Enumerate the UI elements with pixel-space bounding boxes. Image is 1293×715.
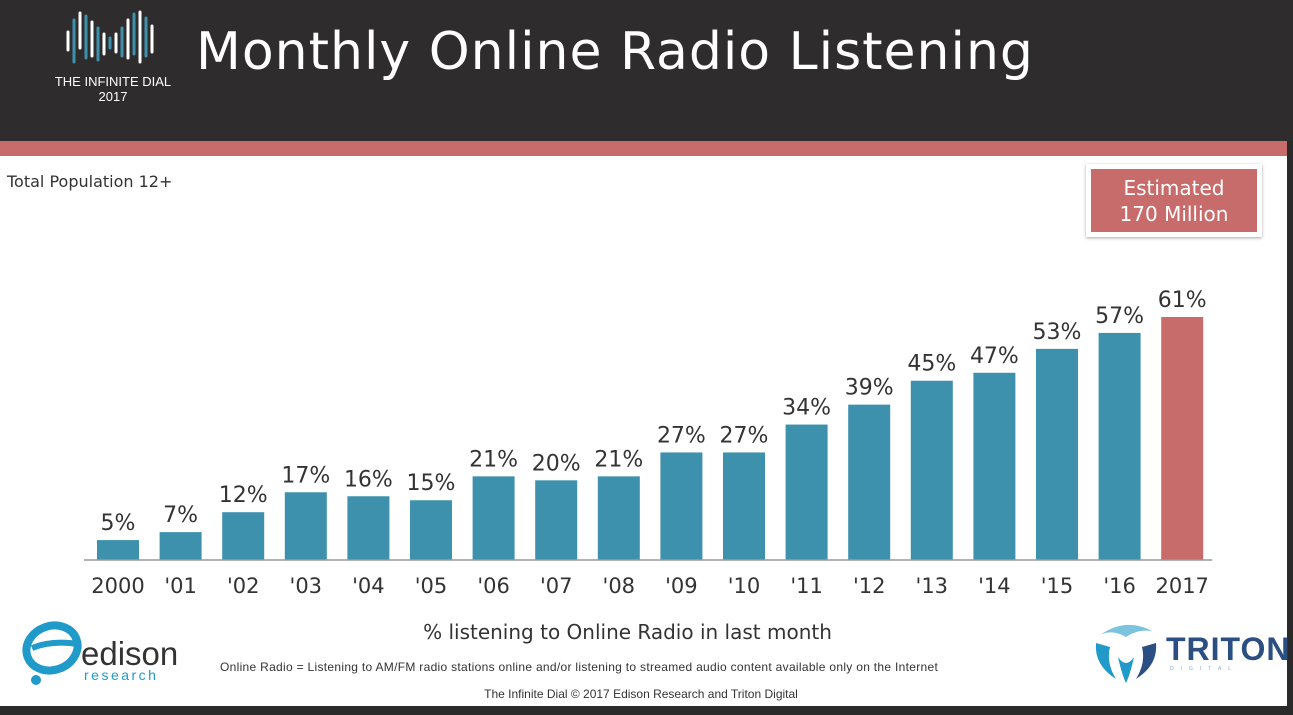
x-tick-label: '03	[290, 574, 323, 598]
logo-line2: 2017	[98, 89, 128, 104]
x-tick-label: 2017	[1155, 574, 1208, 598]
x-tick-label: '09	[665, 574, 698, 598]
bar	[785, 424, 828, 560]
triton-subword: DIGITAL	[1170, 666, 1239, 672]
population-subtitle: Total Population 12+	[7, 172, 173, 191]
bar	[1098, 332, 1141, 560]
bar	[973, 372, 1016, 560]
data-label: 61%	[1158, 288, 1207, 313]
x-tick-label: '02	[227, 574, 260, 598]
header-bar: THE INFINITE DIAL 2017 Monthly Online Ra…	[0, 0, 1293, 141]
data-label: 15%	[407, 471, 456, 496]
data-label: 17%	[281, 463, 330, 488]
x-tick-label: '05	[415, 574, 448, 598]
x-tick-label: '16	[1103, 574, 1136, 598]
estimate-callout: Estimated 170 Million	[1086, 164, 1262, 237]
data-label: 53%	[1033, 320, 1082, 345]
data-label: 16%	[344, 467, 393, 492]
bar	[1161, 317, 1204, 560]
infinity-logo-icon	[66, 10, 154, 64]
copyright-line: The Infinite Dial © 2017 Edison Research…	[484, 687, 798, 701]
estimate-line1: Estimated	[1123, 175, 1225, 200]
x-tick-label: '12	[853, 574, 886, 598]
bar	[535, 480, 578, 560]
x-tick-label: '11	[790, 574, 823, 598]
bar	[159, 532, 202, 560]
accent-band	[0, 141, 1287, 156]
x-tick-label: 2000	[91, 574, 144, 598]
data-label: 39%	[845, 376, 894, 401]
edison-swoosh-icon	[22, 621, 82, 685]
x-tick-label: '01	[164, 574, 197, 598]
x-tick-label: '13	[916, 574, 949, 598]
data-label: 27%	[720, 423, 769, 448]
bar	[347, 496, 390, 560]
x-tick-label: '10	[728, 574, 761, 598]
logo-line1: THE INFINITE DIAL	[54, 74, 172, 89]
bar	[222, 512, 265, 560]
data-label: 27%	[657, 423, 706, 448]
data-label: 45%	[907, 352, 956, 377]
data-label: 21%	[469, 447, 518, 472]
edison-wordmark: edison	[81, 635, 179, 672]
x-tick-label: '06	[477, 574, 510, 598]
edison-research-logo: edison research	[18, 614, 188, 690]
data-label: 34%	[782, 396, 831, 421]
data-label: 5%	[101, 511, 136, 536]
data-label: 7%	[163, 503, 198, 528]
chart-title: % listening to Online Radio in last mont…	[423, 620, 832, 644]
edison-subword: research	[84, 667, 159, 683]
bar	[284, 492, 327, 560]
bar	[660, 452, 703, 560]
x-tick-label: '04	[352, 574, 385, 598]
definition-footnote: Online Radio = Listening to AM/FM radio …	[220, 660, 939, 674]
bar	[848, 404, 891, 560]
x-tick-label: '07	[540, 574, 573, 598]
page-title: Monthly Online Radio Listening	[196, 22, 1034, 82]
triton-swirl-icon	[1095, 624, 1157, 683]
data-label: 47%	[970, 344, 1019, 369]
triton-digital-logo: TRITON DIGITAL	[1090, 617, 1290, 687]
bar	[723, 452, 765, 560]
bar	[97, 540, 139, 560]
x-tick-label: '15	[1041, 574, 1074, 598]
bar	[410, 500, 452, 560]
triton-wordmark: TRITON	[1166, 631, 1291, 667]
x-tick-label: '14	[978, 574, 1011, 598]
bar	[910, 380, 953, 560]
bar	[1036, 348, 1078, 560]
data-label: 20%	[532, 451, 581, 476]
estimate-line2: 170 Million	[1119, 201, 1229, 226]
bar	[597, 476, 640, 560]
x-tick-label: '08	[603, 574, 636, 598]
data-label: 57%	[1095, 304, 1144, 329]
data-label: 21%	[594, 447, 643, 472]
bar	[472, 476, 515, 560]
data-label: 12%	[219, 483, 268, 508]
infinite-dial-logo: THE INFINITE DIAL 2017	[48, 8, 178, 113]
